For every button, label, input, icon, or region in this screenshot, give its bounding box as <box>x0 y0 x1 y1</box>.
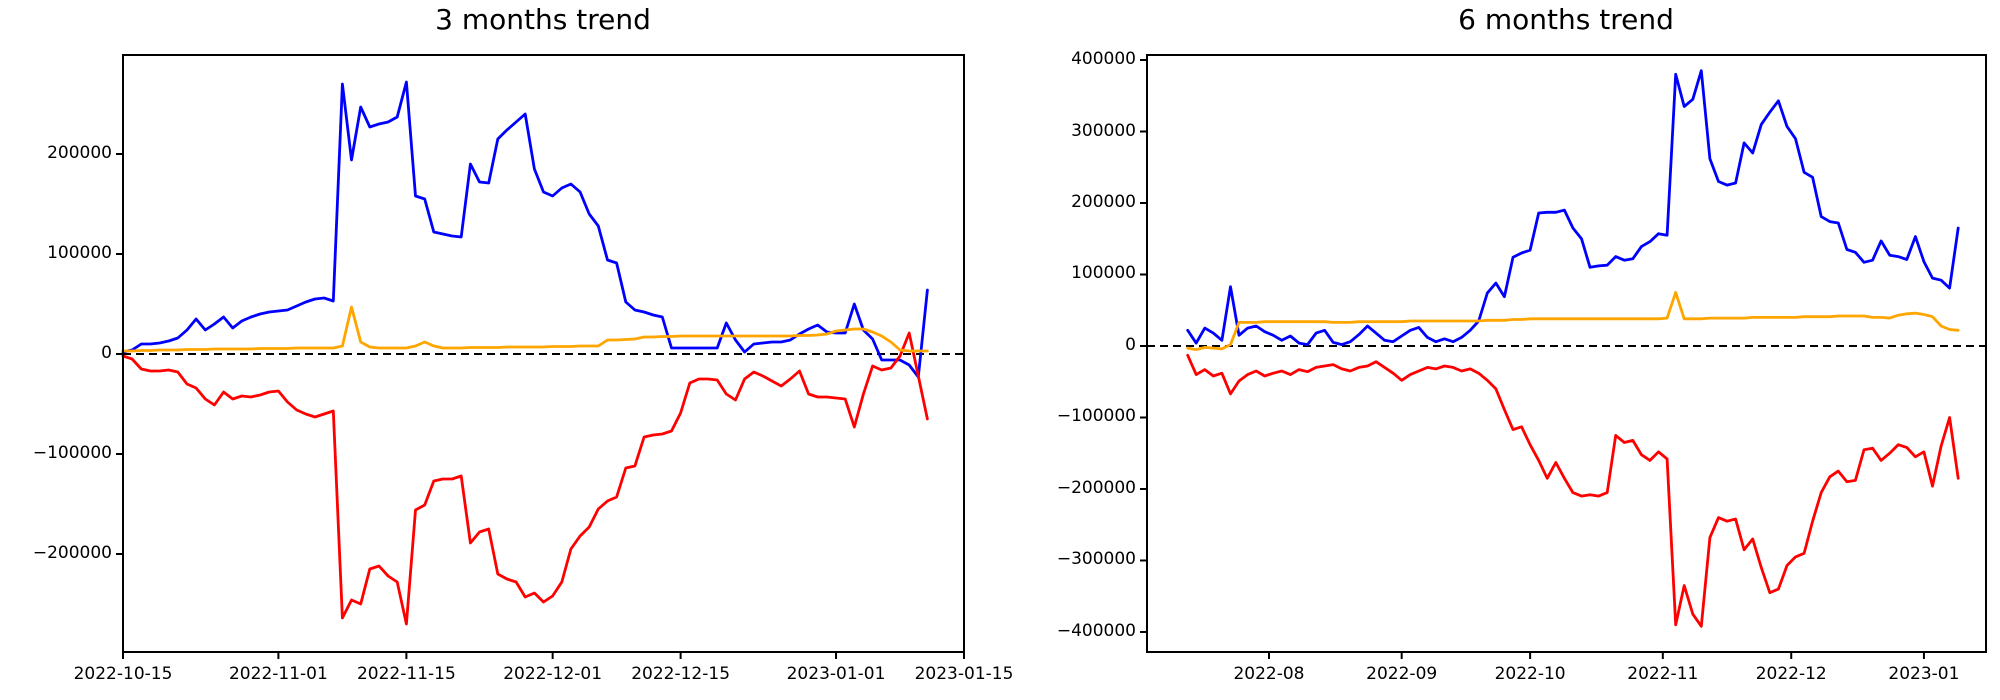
y-tick-label: −200000 <box>1056 477 1136 498</box>
chart-title-6-months: 6 months trend <box>1458 3 1674 36</box>
x-tick-label: 2022-10-15 <box>73 664 173 684</box>
series-line-net-flow <box>121 305 929 353</box>
y-tick-label: 100000 <box>1071 263 1136 284</box>
x-tick-label: 2022-11 <box>1627 664 1699 684</box>
plot-border <box>1146 54 1987 653</box>
series-line-negative-flow <box>121 331 929 626</box>
x-tick-label: 2022-11-15 <box>356 664 456 684</box>
y-tick-label: −200000 <box>32 543 112 563</box>
x-tick-label: 2022-09 <box>1366 664 1438 684</box>
series-line-positive-flow <box>121 80 929 379</box>
x-tick-label: 2023-01-15 <box>914 664 1014 684</box>
x-tick-label: 2022-12 <box>1755 664 1827 684</box>
y-tick-label: −100000 <box>32 443 112 463</box>
series-line-net-flow <box>1186 290 1960 352</box>
x-tick-label: 2023-01 <box>1888 664 1960 684</box>
series-line-negative-flow <box>1186 353 1960 628</box>
x-tick-label: 2022-10 <box>1494 664 1566 684</box>
y-tick-label: 200000 <box>1071 191 1136 212</box>
x-tick-label: 2023-01-01 <box>786 664 886 684</box>
y-tick-label: 100000 <box>47 243 112 263</box>
chart-title-3-months: 3 months trend <box>435 3 651 36</box>
y-tick-label: 0 <box>1125 334 1136 355</box>
y-tick-label: −400000 <box>1056 620 1136 641</box>
series-line-positive-flow <box>1186 69 1960 347</box>
y-tick-label: −300000 <box>1056 549 1136 570</box>
y-tick-label: 400000 <box>1071 49 1136 69</box>
y-tick-label: −100000 <box>1056 406 1136 427</box>
x-tick-label: 2022-11-01 <box>228 664 328 684</box>
y-tick-label: 0 <box>101 343 112 363</box>
x-tick-label: 2022-12-01 <box>503 664 603 684</box>
y-tick-label: 300000 <box>1071 120 1136 141</box>
y-tick-label: 200000 <box>47 143 112 163</box>
x-tick-label: 2022-12-15 <box>631 664 731 684</box>
x-tick-label: 2022-08 <box>1233 664 1305 684</box>
